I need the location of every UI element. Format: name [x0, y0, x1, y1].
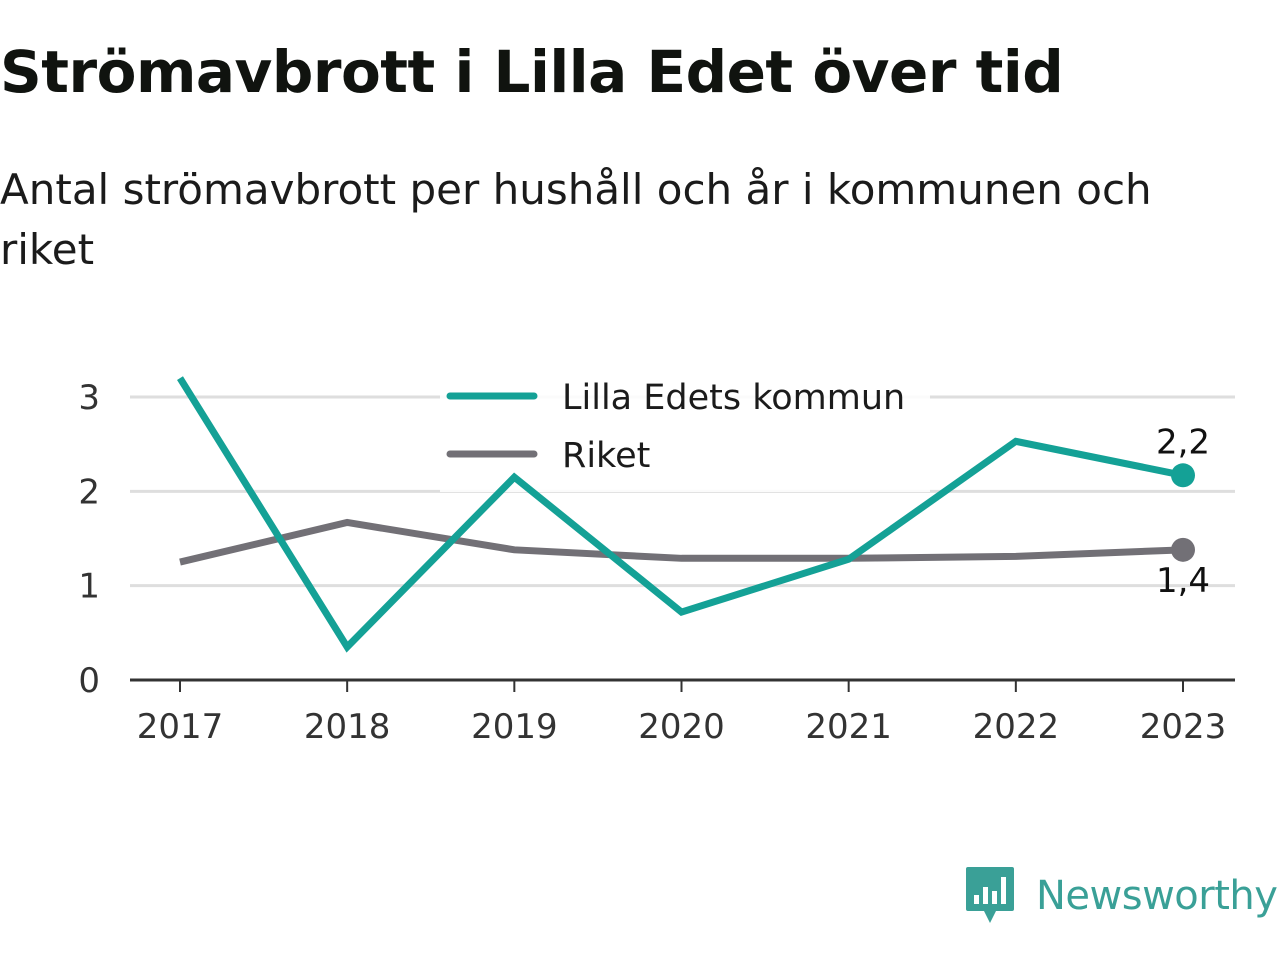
x-tick-label: 2020 [638, 707, 725, 747]
y-tick-label: 2 [78, 472, 100, 512]
x-tick-label: 2018 [304, 707, 391, 747]
x-tick-label: 2023 [1140, 707, 1227, 747]
legend-background [440, 362, 930, 492]
chart-subtitle: Antal strömavbrott per hushåll och år i … [0, 165, 1152, 274]
y-tick-label: 3 [78, 378, 100, 418]
series-endpoint-0 [1171, 463, 1195, 488]
chart-title: Strömavbrott i Lilla Edet över tid [0, 38, 1064, 106]
data-label-end-0: 2,2 [1156, 422, 1210, 462]
series-endpoint-1 [1171, 537, 1195, 562]
x-tick-label: 2022 [973, 707, 1060, 747]
x-tick-label: 2019 [471, 707, 558, 747]
legend-label-1: Riket [562, 436, 650, 476]
brand-name: Newsworthy [1036, 873, 1278, 919]
x-tick-label: 2017 [137, 707, 224, 747]
y-tick-label: 1 [78, 567, 100, 607]
legend-label-0: Lilla Edets kommun [562, 378, 905, 418]
series-line-0 [177, 376, 1184, 653]
newsworthy-logo-icon [966, 867, 1014, 923]
series-line-1 [179, 518, 1184, 566]
y-tick-label: 0 [78, 661, 100, 701]
brand-logo: Newsworthy [964, 864, 1278, 928]
data-label-end-1: 1,4 [1156, 561, 1210, 601]
x-tick-label: 2021 [805, 707, 892, 747]
